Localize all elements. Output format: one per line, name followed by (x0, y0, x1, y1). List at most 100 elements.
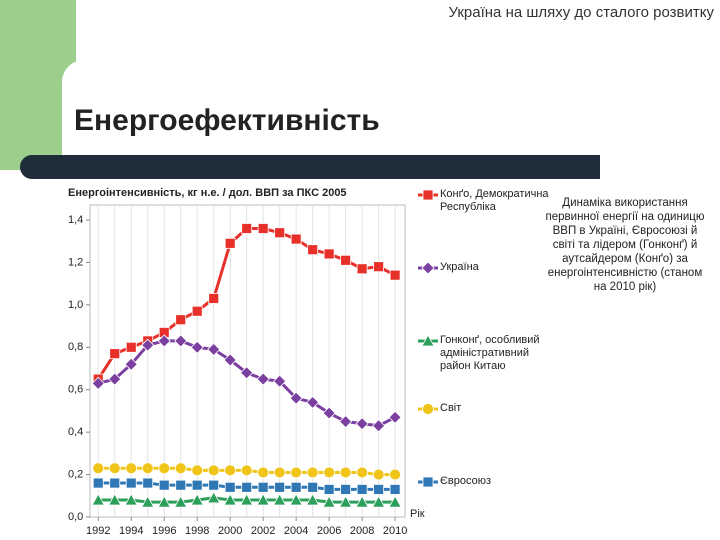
marker (289, 493, 303, 506)
y-tick-label: 1,4 (68, 214, 83, 226)
y-tick-label: 0,4 (68, 426, 83, 438)
marker (141, 338, 155, 352)
marker (141, 462, 154, 475)
marker (372, 419, 386, 433)
marker (191, 464, 204, 477)
marker (307, 481, 319, 493)
marker (109, 348, 121, 360)
marker (174, 495, 188, 508)
title: Енергоефективність (74, 104, 380, 137)
marker (109, 477, 121, 489)
x-tick-label: 2006 (317, 525, 341, 537)
marker (223, 353, 237, 367)
x-tick-label: 1992 (86, 525, 110, 537)
marker (273, 374, 287, 388)
marker (125, 462, 138, 475)
x-tick-label: 2010 (383, 525, 407, 537)
marker (190, 340, 204, 354)
marker (191, 479, 203, 491)
marker (371, 495, 386, 508)
marker (208, 293, 220, 304)
marker (272, 493, 287, 506)
marker (290, 481, 302, 493)
marker (306, 395, 320, 410)
marker (340, 484, 352, 495)
y-axis-title: Енергоінтенсивність, кг н.е. / дол. ВВП … (68, 187, 347, 199)
marker (108, 462, 121, 475)
marker (422, 476, 434, 488)
marker (323, 248, 335, 260)
title-bar (20, 155, 600, 179)
y-tick-label: 0,8 (68, 341, 83, 353)
x-tick-label: 2004 (284, 525, 308, 537)
marker (190, 493, 204, 506)
marker (339, 466, 352, 479)
marker (91, 493, 105, 506)
marker (338, 495, 353, 508)
marker (421, 334, 435, 347)
marker (323, 466, 336, 479)
marker (322, 406, 336, 420)
marker (290, 466, 303, 479)
marker (307, 244, 319, 256)
marker (355, 417, 369, 431)
marker (191, 305, 203, 317)
marker (323, 484, 335, 495)
marker (158, 462, 171, 475)
marker (422, 403, 434, 415)
marker (422, 189, 434, 201)
marker (157, 495, 171, 508)
marker (388, 495, 402, 508)
marker (240, 366, 254, 380)
marker (356, 484, 368, 495)
marker (207, 491, 221, 504)
marker (305, 493, 320, 506)
marker (92, 462, 105, 475)
y-tick-label: 0,0 (68, 511, 83, 523)
marker (124, 357, 138, 371)
marker (421, 261, 435, 275)
marker (256, 493, 270, 506)
marker (141, 495, 155, 508)
x-tick-label: 1998 (185, 525, 209, 537)
marker (241, 481, 253, 493)
marker (289, 391, 303, 405)
marker (157, 334, 171, 348)
marker (273, 466, 286, 479)
legend-label: Гонконґ, особливий адміністративний райо… (440, 334, 540, 372)
marker (389, 468, 402, 481)
marker (175, 479, 187, 491)
marker (355, 495, 369, 508)
marker (207, 342, 221, 356)
marker (257, 223, 269, 234)
marker (224, 237, 236, 249)
marker (241, 223, 253, 234)
y-tick-label: 0,2 (68, 468, 83, 480)
x-tick-label: 2008 (350, 525, 374, 537)
marker (373, 261, 385, 273)
y-tick-label: 1,0 (68, 299, 83, 311)
marker (306, 466, 319, 479)
marker (208, 479, 220, 491)
marker (125, 341, 137, 353)
legend-label: Євросоюз (440, 475, 492, 487)
legend-label: Конґо, Демократична Республіка (440, 188, 549, 213)
marker (175, 314, 187, 326)
marker (91, 376, 105, 390)
marker (256, 372, 270, 386)
marker (339, 414, 353, 429)
marker (257, 466, 270, 479)
marker (389, 484, 401, 495)
marker (207, 464, 220, 477)
marker (274, 481, 286, 493)
legend-label: Україна (440, 261, 479, 273)
marker (322, 495, 336, 508)
marker (224, 481, 236, 493)
marker (224, 464, 237, 477)
marker (240, 464, 253, 477)
marker (142, 477, 154, 489)
marker (92, 477, 104, 489)
marker (125, 477, 137, 489)
